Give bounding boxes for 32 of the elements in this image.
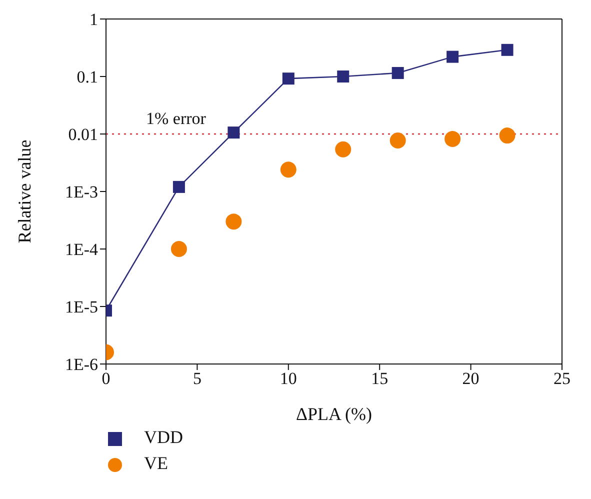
y-tick-label: 1E-3 [64,182,98,202]
x-tick-label: 20 [462,369,480,388]
point [337,70,350,82]
y-tick-label: 0.1 [76,68,98,87]
point [226,214,242,230]
point [390,132,406,149]
point [282,72,294,85]
point [499,128,516,144]
y-tick-label: 1 [90,10,98,30]
legend-label: VDD [144,427,183,447]
y-tick-label: 0.01 [68,125,98,144]
x-tick-label: 10 [280,369,297,388]
point [501,44,514,56]
x-tick-label: 25 [554,369,570,388]
y-tick-label: 1E-5 [64,298,98,317]
point [446,50,459,63]
ref-line-label: 1% error [146,109,206,128]
x-tick-label: 15 [371,369,388,388]
x-tick-label: 5 [192,369,202,388]
point [172,180,185,193]
point [170,241,187,257]
point [444,130,461,147]
x-axis-title: ΔPLA (%) [296,404,372,424]
y-axis-title: Relative value [14,140,34,244]
point [228,126,240,139]
y-tick-label: 1E-4 [64,240,98,260]
legend-label: VE [144,453,168,473]
x-tick-label: 0 [102,369,110,388]
y-tick-label: 1E-6 [64,355,98,374]
point [280,162,296,178]
point [392,67,404,80]
point [335,141,352,158]
